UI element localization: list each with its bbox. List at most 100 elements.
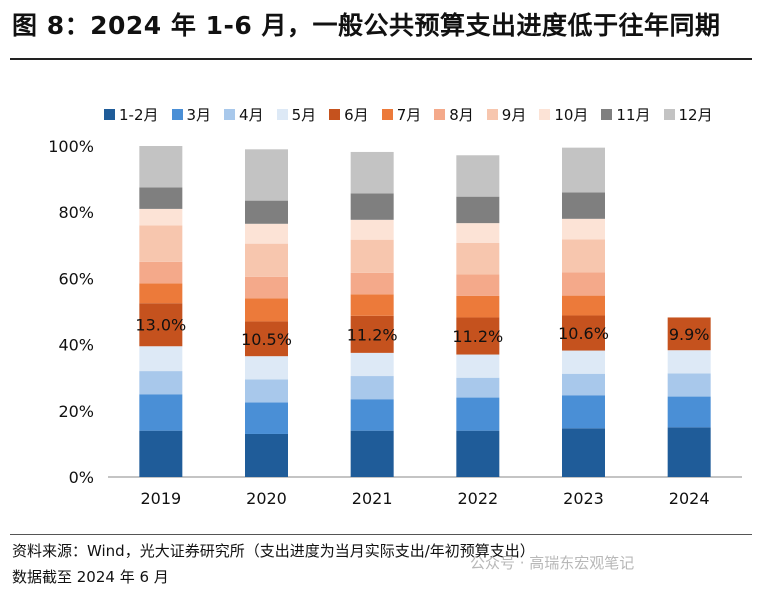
y-tick-label: 60% bbox=[58, 269, 94, 288]
legend-label: 9月 bbox=[501, 106, 527, 124]
bar-segment bbox=[245, 298, 288, 322]
legend-item: 3月 bbox=[171, 104, 212, 125]
bar-segment bbox=[245, 379, 288, 403]
bar-segment bbox=[139, 225, 183, 262]
legend-label: 11月 bbox=[616, 106, 651, 124]
legend-item: 10月 bbox=[539, 104, 588, 125]
bar-segment bbox=[456, 317, 500, 355]
bar-segment bbox=[139, 146, 183, 188]
legend-item: 9月 bbox=[486, 104, 527, 125]
bar-segment bbox=[456, 397, 500, 431]
legend-label: 5月 bbox=[291, 106, 317, 124]
bar-segment bbox=[667, 350, 711, 374]
bar-segment bbox=[456, 223, 500, 243]
bar-segment bbox=[139, 261, 183, 284]
x-tick-label: 2020 bbox=[246, 489, 287, 508]
legend-item: 12月 bbox=[663, 104, 713, 125]
bar-segment bbox=[139, 208, 183, 226]
bar-segment bbox=[350, 315, 394, 353]
bar-segment bbox=[456, 155, 500, 197]
legend-label: 1-2月 bbox=[119, 106, 159, 124]
source-note: 资料来源：Wind，光大证券研究所（支出进度为当月实际支出/年初预算支出） bbox=[12, 542, 535, 560]
bar-segment bbox=[245, 276, 288, 299]
data-label: 9.9% bbox=[669, 325, 710, 344]
bar-segment bbox=[245, 149, 288, 201]
legend-label: 12月 bbox=[678, 106, 713, 124]
bar-segment bbox=[139, 303, 183, 347]
y-tick-label: 80% bbox=[58, 203, 94, 222]
x-tick-label: 2022 bbox=[457, 489, 498, 508]
figure-title: 图 8：2024 年 1-6 月，一般公共预算支出进度低于往年同期 bbox=[12, 11, 721, 40]
legend-swatch bbox=[104, 109, 115, 120]
legend-swatch bbox=[171, 109, 183, 120]
bar-segment bbox=[456, 354, 500, 378]
legend-item: 4月 bbox=[224, 104, 264, 125]
bar-segment bbox=[456, 295, 500, 318]
legend-label: 4月 bbox=[239, 106, 264, 124]
legend-swatch bbox=[434, 109, 446, 120]
bar-segment bbox=[350, 430, 394, 477]
bar-segment bbox=[350, 399, 394, 431]
bar-segment bbox=[562, 239, 605, 273]
data-label: 10.6% bbox=[558, 324, 609, 343]
x-tick-label: 2021 bbox=[352, 489, 393, 508]
bar-segment bbox=[350, 151, 394, 194]
bar-segment bbox=[456, 274, 500, 296]
bar-segment bbox=[456, 430, 500, 477]
footer-rule bbox=[10, 534, 752, 535]
bar-segment bbox=[456, 196, 500, 224]
bar-segment bbox=[562, 350, 605, 374]
legend-item: 7月 bbox=[381, 104, 422, 125]
bar-segment bbox=[139, 430, 183, 477]
data-label: 11.2% bbox=[452, 327, 503, 346]
bar-segment bbox=[562, 315, 605, 351]
bar-segment bbox=[562, 147, 605, 193]
title-rule bbox=[10, 58, 752, 60]
legend-swatch bbox=[601, 109, 613, 120]
watermark: 公众号 · 高瑞东宏观笔记 bbox=[470, 554, 635, 572]
bar-segment bbox=[667, 396, 711, 428]
legend-label: 3月 bbox=[186, 106, 212, 124]
y-tick-label: 40% bbox=[58, 336, 94, 355]
bar-segment bbox=[245, 243, 288, 277]
bar-segment bbox=[139, 346, 183, 372]
bar-segment bbox=[456, 377, 500, 398]
y-tick-label: 100% bbox=[48, 137, 94, 156]
bar-segment bbox=[139, 187, 183, 209]
legend-label: 10月 bbox=[554, 106, 589, 124]
bar-segment bbox=[562, 192, 605, 219]
data-label: 13.0% bbox=[135, 316, 186, 335]
x-tick-label: 2019 bbox=[140, 489, 181, 508]
legend-item: 5月 bbox=[276, 104, 317, 125]
data-label: 10.5% bbox=[241, 330, 292, 349]
legend-label: 6月 bbox=[344, 106, 369, 124]
bar-segment bbox=[562, 373, 605, 396]
y-tick-label: 20% bbox=[58, 402, 94, 421]
data-date-note: 数据截至 2024 年 6 月 bbox=[12, 568, 169, 586]
bar-segment bbox=[139, 371, 183, 395]
bar-segment bbox=[562, 428, 605, 477]
legend-swatch bbox=[224, 109, 236, 120]
bar-segment bbox=[139, 394, 183, 431]
x-tick-label: 2023 bbox=[563, 489, 604, 508]
data-label: 11.2% bbox=[347, 325, 398, 344]
legend-label: 7月 bbox=[396, 106, 422, 124]
bar-segment bbox=[350, 376, 394, 400]
bar-segment bbox=[245, 356, 288, 380]
legend-swatch bbox=[663, 109, 675, 120]
legend-item: 11月 bbox=[601, 104, 651, 125]
bar-segment bbox=[667, 373, 711, 397]
x-tick-label: 2024 bbox=[669, 489, 710, 508]
legend-swatch bbox=[329, 109, 341, 120]
bar-segment bbox=[456, 242, 500, 275]
bar-segment bbox=[350, 294, 394, 316]
y-tick-label: 0% bbox=[69, 468, 94, 487]
legend-item: 1-2月 bbox=[104, 104, 159, 125]
bar-segment bbox=[562, 395, 605, 429]
bar-segment bbox=[562, 272, 605, 296]
bar-segment bbox=[245, 321, 288, 357]
chart-legend: 1-2月 3月 4月 5月 6月 7月 8月 9月 10月 11月 12月 bbox=[104, 104, 726, 125]
legend-swatch bbox=[381, 109, 393, 120]
bar-segment bbox=[562, 295, 605, 316]
